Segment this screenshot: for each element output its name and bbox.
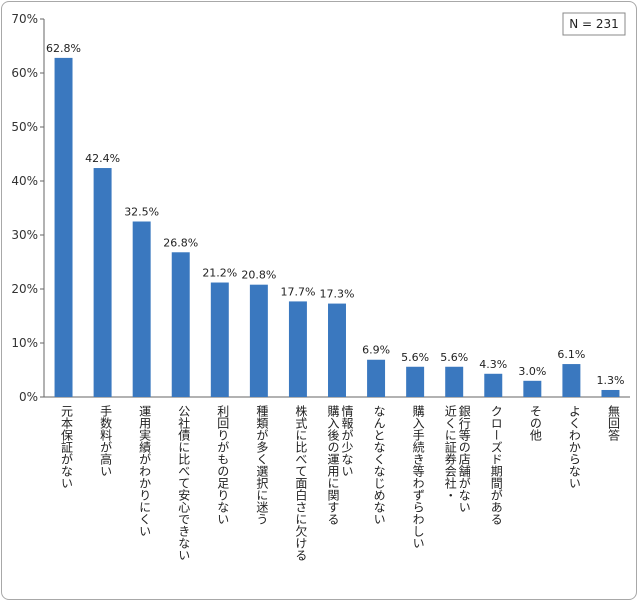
- bar: [132, 221, 151, 397]
- category-label: その他: [528, 405, 542, 441]
- bar-value-label: 5.6%: [401, 351, 429, 364]
- bar: [523, 380, 542, 397]
- category-label: 銀行等の店舗がない: [457, 405, 471, 513]
- bar-value-label: 17.7%: [280, 285, 315, 298]
- category-label: 利回りがもの足りない: [216, 405, 230, 525]
- y-tick-label: 10%: [11, 336, 38, 350]
- bar: [445, 366, 464, 397]
- bar: [171, 252, 190, 397]
- category-label: 種類が多く選択に迷う: [255, 405, 269, 525]
- bars: [54, 57, 620, 397]
- category-label: 情報が少ない: [340, 405, 354, 477]
- bar-value-label: 32.5%: [124, 206, 159, 219]
- bar-value-label: 20.8%: [241, 269, 276, 282]
- y-tick-label: 50%: [11, 120, 38, 134]
- category-label: 購入後の運用に関する: [326, 405, 340, 525]
- bar-value-label: 6.1%: [557, 348, 585, 361]
- y-tick-label: 20%: [11, 282, 38, 296]
- category-label: 運用実績がわかりにくい: [138, 405, 152, 537]
- bar-value-label: 62.8%: [46, 42, 81, 55]
- bar: [93, 168, 112, 397]
- sample-size-box-border: [562, 12, 626, 36]
- bar: [328, 303, 346, 397]
- category-label: 近くに証券会社・: [443, 405, 457, 501]
- bar-value-label: 26.8%: [163, 236, 198, 249]
- category-label: 手数料が高い: [99, 405, 113, 477]
- category-label: なんとなくなじめない: [372, 405, 386, 525]
- bar-value-label: 1.3%: [596, 374, 624, 387]
- y-tick-label: 30%: [11, 228, 38, 242]
- y-tick-label: 40%: [11, 174, 38, 188]
- category-labels: 元本保証がない 手数料が高い 運用実績がわかりにくい 公社債に比べて安心できない 利回り…: [60, 404, 621, 561]
- bar: [249, 284, 268, 397]
- bar-value-label: 21.2%: [202, 267, 237, 280]
- bar-value-label: 4.3%: [479, 358, 507, 371]
- bar: [562, 364, 581, 397]
- bar: [601, 389, 620, 397]
- sample-size-box: N = 231: [562, 12, 626, 36]
- category-label: 元本保証がない: [60, 405, 74, 489]
- category-label: 無回答: [606, 404, 620, 442]
- bar: [288, 301, 307, 397]
- bar-value-label: 3.0%: [518, 365, 546, 378]
- category-label: 株式に比べて面白さに欠ける: [294, 404, 308, 561]
- y-tick-label: 0%: [19, 390, 38, 404]
- bar: [406, 366, 425, 397]
- bar: [367, 359, 386, 397]
- category-label: クローズド期間がある: [489, 405, 503, 525]
- value-labels: 62.8% 42.4% 32.5% 26.8% 21.2% 20.8% 17.7% 17.3%…: [46, 42, 624, 387]
- bar: [210, 282, 229, 397]
- category-label: 購入手続き等わずらわしい: [411, 405, 425, 549]
- bar: [54, 57, 73, 397]
- category-label: 公社債に比べて安心できない: [177, 405, 191, 561]
- bar-value-label: 42.4%: [85, 152, 120, 165]
- y-tick-label: 60%: [11, 66, 38, 80]
- bar: [484, 373, 503, 397]
- sample-size-text: N = 231: [569, 17, 619, 31]
- bar-value-label: 6.9%: [362, 344, 390, 357]
- bar-value-label: 17.3%: [320, 288, 355, 301]
- bar-value-label: 5.6%: [440, 351, 468, 364]
- category-label: よくわからない: [567, 405, 581, 489]
- y-tick-label: 70%: [11, 12, 38, 26]
